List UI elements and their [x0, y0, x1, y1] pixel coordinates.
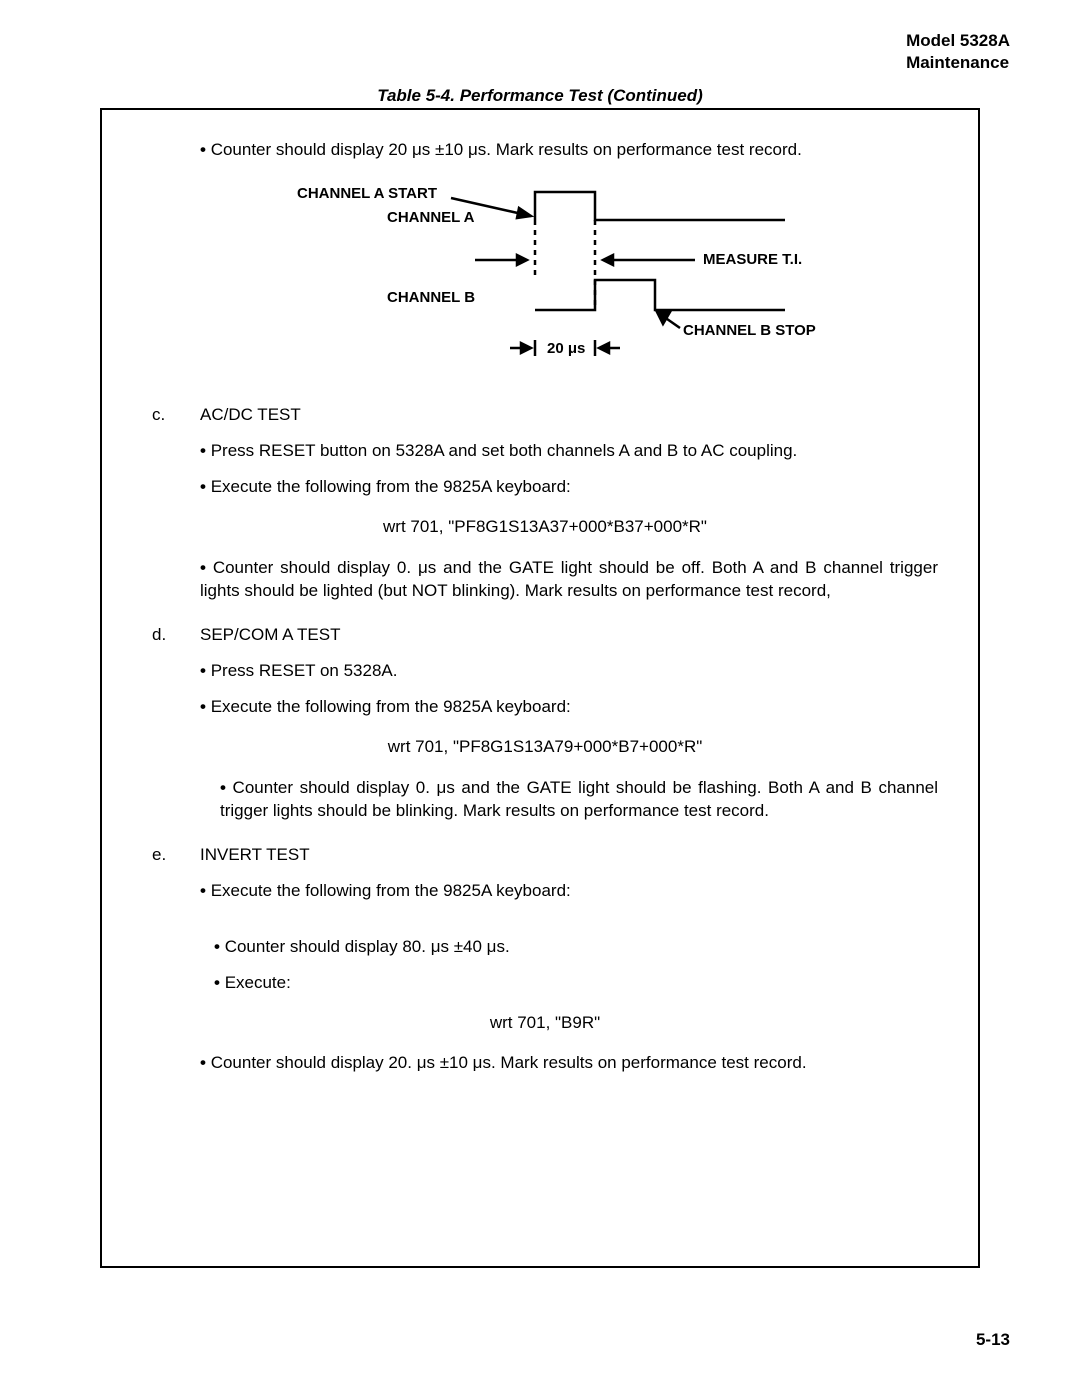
section-d-letter: d.: [152, 625, 200, 645]
diag-measure: MEASURE T.I.: [703, 251, 802, 268]
header-section: Maintenance: [906, 52, 1010, 74]
e-code: wrt 701, "B9R": [152, 1013, 938, 1033]
section-d-title: SEP/COM A TEST: [200, 625, 340, 645]
timing-diagram: CHANNEL A START CHANNEL A CHANNEL B MEAS…: [152, 180, 938, 375]
d-bullet-1: Press RESET on 5328A.: [200, 661, 938, 681]
d-bullet-2: Execute the following from the 9825A key…: [200, 697, 938, 717]
header-model: Model 5328A: [906, 30, 1010, 52]
table-title: Table 5-4. Performance Test (Continued): [0, 86, 1080, 106]
d-code: wrt 701, "PF8G1S13A79+000*B7+000*R": [152, 737, 938, 757]
c-bullet-2: Execute the following from the 9825A key…: [200, 477, 938, 497]
diag-cha: CHANNEL A: [387, 209, 475, 226]
e-bullet-1: Execute the following from the 9825A key…: [200, 881, 938, 901]
e-bullet-2: Counter should display 80. μs ±40 μs.: [214, 937, 938, 957]
section-c-title: AC/DC TEST: [200, 405, 301, 425]
c-bullet-3: Counter should display 0. μs and the GAT…: [200, 557, 938, 603]
c-code: wrt 701, "PF8G1S13A37+000*B37+000*R": [152, 517, 938, 537]
d-bullet-3: Counter should display 0. μs and the GAT…: [152, 777, 938, 823]
c-bullet-1: Press RESET button on 5328A and set both…: [200, 441, 938, 461]
content-box: Counter should display 20 μs ±10 μs. Mar…: [100, 108, 980, 1268]
diag-time: 20 μs: [547, 340, 585, 357]
section-c-letter: c.: [152, 405, 200, 425]
section-e-title: INVERT TEST: [200, 845, 310, 865]
diag-chb: CHANNEL B: [387, 289, 475, 306]
e-bullet-3: Execute:: [214, 973, 938, 993]
first-bullet: Counter should display 20 μs ±10 μs. Mar…: [152, 140, 938, 160]
section-e-letter: e.: [152, 845, 200, 865]
page-number: 5-13: [976, 1330, 1010, 1350]
e-bullet-4: Counter should display 20. μs ±10 μs. Ma…: [200, 1053, 938, 1073]
diag-cha-start: CHANNEL A START: [297, 185, 437, 202]
diag-chb-stop: CHANNEL B STOP: [683, 322, 816, 339]
